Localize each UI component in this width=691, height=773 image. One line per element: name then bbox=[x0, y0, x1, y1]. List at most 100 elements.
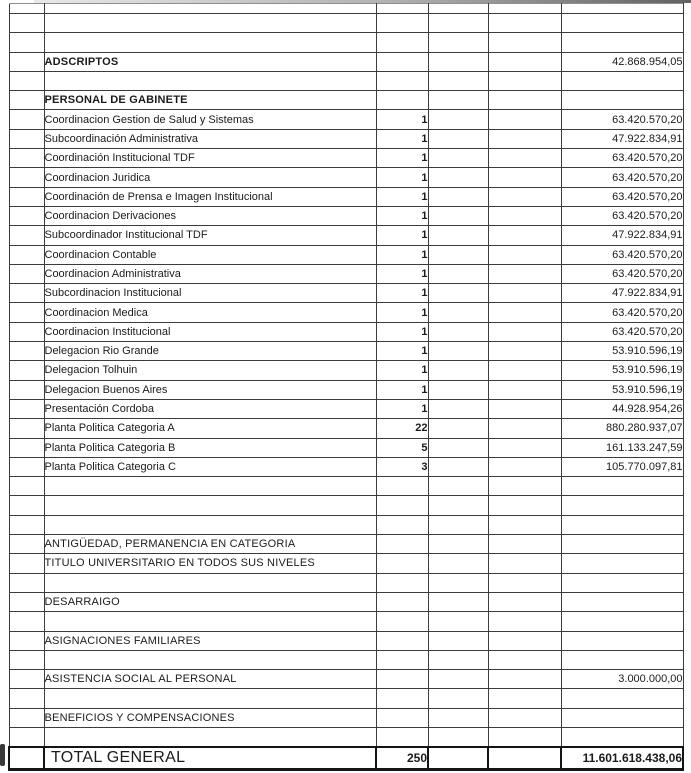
description-cell bbox=[43, 514, 377, 536]
description-cell bbox=[43, 726, 377, 748]
left-margin-cell bbox=[8, 630, 45, 651]
table-row: Delegacion Buenos Aires 1 53.910.596,19 bbox=[8, 379, 684, 400]
amount-cell: 44.928.954,26 bbox=[560, 398, 684, 420]
empty-col4-cell bbox=[487, 630, 562, 651]
amount-cell bbox=[560, 611, 684, 632]
empty-col3-cell bbox=[427, 302, 489, 323]
description-cell: PERSONAL DE GABINETE bbox=[43, 90, 377, 111]
quantity-cell: 1 bbox=[375, 148, 429, 169]
empty-col4-cell bbox=[487, 418, 562, 439]
empty-col3-cell bbox=[427, 12, 489, 34]
empty-col3-cell bbox=[427, 553, 489, 574]
table-body: ADSCRIPTOS 42.868.954,05 PERSONAL DE GABIN… bbox=[8, 3, 684, 772]
empty-row bbox=[8, 514, 684, 536]
left-margin-cell bbox=[8, 225, 45, 246]
quantity-cell: 1 bbox=[375, 128, 429, 150]
description-cell: Planta Politica Categoria A bbox=[43, 418, 377, 439]
scan-artifact-mark bbox=[0, 744, 5, 766]
empty-col4-cell bbox=[487, 341, 562, 362]
empty-col3-cell bbox=[427, 418, 489, 439]
quantity-cell bbox=[375, 12, 429, 34]
table-row: Coordinacion Juridica 1 63.420.570,20 bbox=[8, 167, 684, 188]
description-cell: Coordinacion Gestion de Salud y Sistemas bbox=[43, 109, 377, 130]
amount-cell: 63.420.570,20 bbox=[560, 321, 684, 343]
left-margin-cell bbox=[8, 398, 45, 420]
empty-col4-cell bbox=[487, 649, 562, 671]
empty-col3-cell bbox=[427, 341, 489, 362]
empty-col3-cell bbox=[427, 244, 489, 265]
description-cell: Subcoordinación Administrativa bbox=[43, 128, 377, 150]
table-row: Coordinacion Gestion de Salud y Sistemas… bbox=[8, 109, 684, 130]
amount-cell bbox=[560, 726, 684, 748]
description-cell bbox=[43, 70, 377, 92]
empty-col4-cell bbox=[487, 90, 562, 111]
amount-cell: 63.420.570,20 bbox=[560, 263, 684, 285]
table-row: Delegacion Tolhuin 1 53.910.596,19 bbox=[8, 360, 684, 381]
left-margin-cell bbox=[8, 707, 45, 728]
left-margin-cell bbox=[8, 418, 45, 439]
quantity-cell: 1 bbox=[375, 398, 429, 420]
left-margin-cell bbox=[8, 476, 45, 497]
amount-cell bbox=[560, 649, 684, 671]
empty-col3-cell bbox=[427, 283, 489, 304]
empty-col4-cell bbox=[487, 707, 562, 728]
left-margin-cell bbox=[8, 745, 45, 772]
empty-col4-cell bbox=[487, 302, 562, 323]
left-margin-cell bbox=[8, 32, 45, 53]
left-margin-cell bbox=[8, 688, 45, 709]
empty-col3-cell bbox=[427, 379, 489, 400]
empty-col3-cell bbox=[427, 707, 489, 728]
empty-col4-cell bbox=[487, 379, 562, 400]
quantity-cell: 1 bbox=[375, 244, 429, 265]
amount-cell: 53.910.596,19 bbox=[560, 379, 684, 400]
empty-col4-cell bbox=[487, 572, 562, 593]
description-cell bbox=[43, 611, 377, 632]
amount-cell bbox=[560, 32, 684, 53]
empty-col4-cell bbox=[487, 321, 562, 343]
empty-col3-cell bbox=[427, 167, 489, 188]
quantity-cell bbox=[375, 611, 429, 632]
amount-cell: 63.420.570,20 bbox=[560, 302, 684, 323]
description-cell: ANTIGÜEDAD, PERMANENCIA EN CATEGORIA bbox=[43, 534, 377, 555]
quantity-cell bbox=[375, 3, 429, 14]
left-margin-cell bbox=[8, 591, 45, 613]
empty-col4-cell bbox=[487, 476, 562, 497]
table-row: ADSCRIPTOS 42.868.954,05 bbox=[8, 51, 684, 72]
description-cell: Coordinación Institucional TDF bbox=[43, 148, 377, 169]
left-margin-cell bbox=[8, 12, 45, 34]
quantity-cell: 3 bbox=[375, 456, 429, 478]
empty-col3-cell bbox=[427, 630, 489, 651]
amount-cell bbox=[560, 70, 684, 92]
quantity-cell bbox=[375, 534, 429, 555]
amount-cell bbox=[560, 12, 684, 34]
empty-col3-cell bbox=[427, 109, 489, 130]
quantity-cell bbox=[375, 591, 429, 613]
table-row: BENEFICIOS Y COMPENSACIONES bbox=[8, 707, 684, 728]
left-margin-cell bbox=[8, 553, 45, 574]
left-margin-cell bbox=[8, 3, 45, 14]
empty-col4-cell bbox=[487, 360, 562, 381]
empty-row bbox=[8, 32, 684, 53]
amount-cell bbox=[560, 534, 684, 555]
empty-col3-cell bbox=[427, 360, 489, 381]
quantity-cell: 1 bbox=[375, 205, 429, 227]
empty-col4-cell bbox=[487, 263, 562, 285]
amount-cell: 11.601.618.438,06 bbox=[560, 745, 684, 772]
description-cell bbox=[43, 688, 377, 709]
empty-col3-cell bbox=[427, 611, 489, 632]
amount-cell: 880.280.937,07 bbox=[560, 418, 684, 439]
quantity-cell bbox=[375, 495, 429, 516]
quantity-cell: 5 bbox=[375, 437, 429, 458]
table-row: Subcordinacion Institucional 1 47.922.834,… bbox=[8, 283, 684, 304]
table-row: ASISTENCIA SOCIAL AL PERSONAL 3.000.000,0… bbox=[8, 669, 684, 690]
amount-cell: 63.420.570,20 bbox=[560, 205, 684, 227]
empty-col4-cell bbox=[487, 148, 562, 169]
description-cell bbox=[43, 32, 377, 53]
description-cell: ASIGNACIONES FAMILIARES bbox=[43, 630, 377, 651]
amount-cell: 63.420.570,20 bbox=[560, 244, 684, 265]
description-cell: Presentación Cordoba bbox=[43, 398, 377, 420]
table-row: PERSONAL DE GABINETE bbox=[8, 90, 684, 111]
description-cell: DESARRAIGO bbox=[43, 591, 377, 613]
quantity-cell: 1 bbox=[375, 225, 429, 246]
left-margin-cell bbox=[8, 283, 45, 304]
